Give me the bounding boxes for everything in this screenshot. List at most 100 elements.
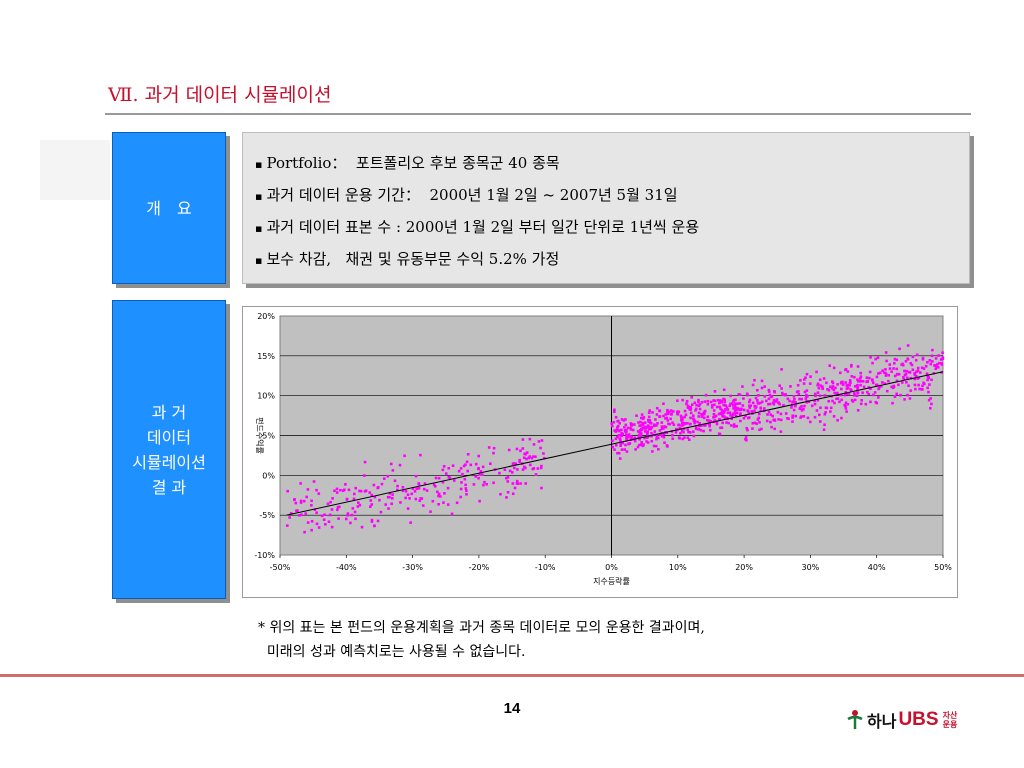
data-point [285,524,289,527]
data-point [669,409,673,412]
data-point [802,407,805,411]
data-point [940,362,944,365]
data-point [916,366,920,370]
data-point [303,530,306,534]
x-tick-label: 20% [735,563,753,572]
data-point [824,411,827,414]
data-point [624,443,627,447]
data-point [685,399,689,403]
data-point [692,414,695,417]
data-point [828,364,832,367]
data-point [304,512,308,515]
data-point [650,431,653,435]
data-point [435,490,439,494]
data-point [920,366,924,370]
data-point [662,435,666,439]
data-point [465,460,469,464]
company-logo: 하나 UBS 자산 운용 [846,708,957,732]
data-point [831,387,834,390]
data-point [330,525,334,529]
data-point [858,377,862,380]
results-label-line: 결 과 [151,477,187,497]
data-point [300,513,303,517]
data-point [760,379,764,383]
data-point [690,395,694,399]
data-point [638,431,642,434]
data-point [406,493,410,496]
data-point [513,466,516,470]
data-point [849,388,852,391]
data-point [906,344,910,347]
data-point [680,424,684,427]
data-point [918,371,922,374]
data-point [489,462,492,465]
data-point [443,492,446,495]
data-point [373,495,377,499]
data-point [323,513,326,517]
data-point [729,394,732,398]
data-point [481,465,485,469]
data-point [616,424,620,428]
data-point [926,386,929,390]
data-point [629,426,632,430]
data-point [534,473,538,476]
y-tick-label: 10% [257,392,275,401]
data-point [767,388,771,392]
data-point [654,444,658,448]
data-point [333,489,336,493]
data-point [856,386,860,389]
data-point [775,398,779,401]
data-point [725,416,729,420]
data-point [714,414,718,418]
data-point [441,468,445,472]
data-point [773,389,776,393]
data-point [678,426,682,430]
data-point [747,416,750,420]
data-point [866,380,869,384]
data-point [725,406,729,409]
data-point [800,405,803,408]
data-point [515,481,519,485]
data-point [884,372,888,375]
data-point [633,423,636,426]
data-point [630,436,634,439]
data-point [666,419,670,422]
data-point [868,376,871,380]
data-point [926,378,929,382]
data-point [612,420,616,424]
data-point [358,503,362,507]
data-point [734,398,737,402]
data-point [709,420,712,423]
data-point [804,397,808,400]
data-point [779,418,783,422]
data-point [808,382,812,385]
data-point [442,465,446,468]
data-point [523,465,526,469]
data-point [914,387,917,391]
data-point [809,420,812,424]
data-point [794,404,797,408]
data-point [906,357,910,361]
data-point [406,507,410,510]
data-point [734,414,738,418]
data-point [756,388,759,392]
data-point [745,426,749,430]
data-point [892,384,896,388]
data-point [641,417,645,421]
data-point [639,443,643,447]
data-point [622,419,626,422]
data-point [417,487,421,490]
data-point [352,497,356,501]
data-point [437,476,441,480]
data-point [718,417,721,421]
data-point [305,495,309,499]
data-point [689,406,693,409]
data-point [650,439,654,443]
data-point [717,432,721,436]
data-point [836,383,839,386]
data-point [638,428,642,432]
data-point [742,416,746,420]
data-point [317,526,321,529]
logo-sub-line: 자산 [942,711,958,720]
data-point [890,385,893,389]
